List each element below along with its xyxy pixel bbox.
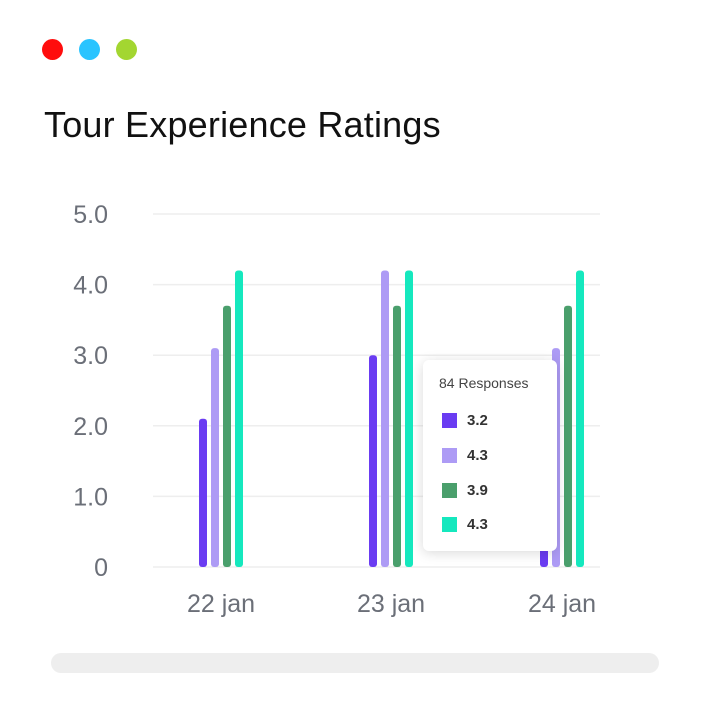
bar	[576, 270, 584, 567]
tooltip-value: 3.2	[467, 411, 488, 429]
y-tick-label: 1.0	[73, 483, 108, 511]
legend-swatch-icon	[442, 516, 457, 532]
bar	[540, 545, 548, 567]
bar	[211, 348, 219, 567]
tooltip-value: 3.9	[467, 481, 488, 499]
bar	[405, 270, 413, 567]
x-tick-label: 24 jan	[528, 590, 596, 618]
tooltip-title: 84 Responses	[439, 375, 529, 391]
bar	[393, 305, 401, 567]
legend-swatch-icon	[442, 482, 457, 498]
maximize-dot-icon[interactable]	[116, 39, 137, 60]
y-tick-label: 0	[94, 554, 108, 582]
tooltip-row: 4.3	[442, 446, 488, 464]
bar	[381, 270, 389, 567]
tooltip-row: 4.3	[442, 515, 488, 533]
chart-tooltip: 84 Responses 3.2 4.3 3.9 4.3	[423, 360, 557, 551]
tooltip-value: 4.3	[467, 515, 488, 533]
x-tick-label: 22 jan	[187, 590, 255, 618]
minimize-dot-icon[interactable]	[79, 39, 100, 60]
horizontal-scrollbar[interactable]	[51, 653, 659, 673]
bar	[223, 305, 231, 567]
y-tick-label: 5.0	[73, 201, 108, 229]
window-controls	[42, 39, 137, 60]
y-tick-label: 3.0	[73, 342, 108, 370]
tooltip-row: 3.2	[442, 411, 488, 429]
y-tick-label: 2.0	[73, 413, 108, 441]
chart-title: Tour Experience Ratings	[44, 104, 441, 145]
bar	[564, 305, 572, 567]
y-tick-label: 4.0	[73, 272, 108, 300]
legend-swatch-icon	[442, 447, 457, 463]
close-dot-icon[interactable]	[42, 39, 63, 60]
legend-swatch-icon	[442, 412, 457, 428]
tooltip-value: 4.3	[467, 446, 488, 464]
x-tick-label: 23 jan	[357, 590, 425, 618]
tooltip-row: 3.9	[442, 481, 488, 499]
bar	[235, 270, 243, 567]
bar	[199, 418, 207, 567]
bar	[369, 355, 377, 567]
